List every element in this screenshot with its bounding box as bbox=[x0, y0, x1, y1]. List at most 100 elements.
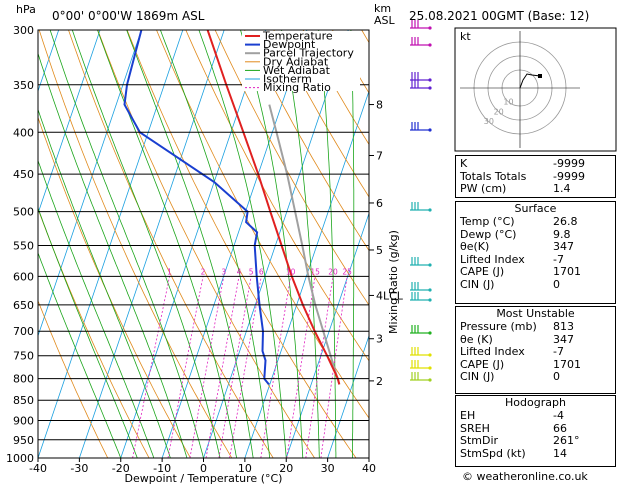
wet-adiabat-line bbox=[38, 52, 188, 458]
pressure-tick-label: 300 bbox=[13, 24, 34, 37]
x-tick-label: 20 bbox=[279, 462, 293, 475]
index-label: PW (cm) bbox=[460, 182, 507, 196]
mu-label: Pressure (mb) bbox=[460, 320, 537, 333]
km-tick-label: 8 bbox=[376, 99, 383, 112]
dry-adiabat-line bbox=[38, 30, 233, 458]
pressure-tick-label: 600 bbox=[13, 270, 34, 283]
surface-row: CAPE (J) 1701 bbox=[456, 266, 615, 279]
hodo-value: 261° bbox=[553, 434, 580, 448]
mixing-ratio-line bbox=[305, 276, 334, 458]
mu-label: Lifted Index bbox=[460, 345, 525, 359]
x-tick-label: 10 bbox=[238, 462, 252, 475]
hodograph-panel: Hodograph EH -4 SREH 66 StmDir 261° StmSpd (kt… bbox=[455, 395, 616, 467]
hodo-label: StmDir bbox=[460, 434, 499, 448]
isotherm-line bbox=[120, 30, 266, 458]
km-tick-label: 2 bbox=[376, 375, 383, 388]
x-tick-label: 40 bbox=[362, 462, 376, 475]
wind-barb-dot bbox=[428, 128, 432, 132]
mixing-ratio-label: 1 bbox=[167, 267, 172, 276]
isotherm-line bbox=[78, 30, 225, 458]
hodograph-trace bbox=[519, 73, 541, 89]
isotherm-line bbox=[203, 30, 349, 458]
mixing-ratio-label: 4 bbox=[237, 267, 242, 276]
km-tick-label: 7 bbox=[376, 149, 383, 162]
surface-label: Temp (°C) bbox=[460, 215, 515, 228]
surface-value: 1701 bbox=[553, 265, 581, 279]
wind-barb-dot bbox=[428, 331, 432, 335]
index-value: 1.4 bbox=[553, 182, 571, 196]
hodograph-table-title: Hodograph bbox=[505, 396, 566, 409]
surface-label: Lifted Index bbox=[460, 252, 525, 266]
surface-value: 9.8 bbox=[553, 227, 571, 241]
mixing-ratio-axis-label: Mixing Ratio (g/kg) bbox=[387, 230, 400, 334]
mixing-ratio-label: 25 bbox=[342, 267, 352, 276]
km-unit-label: ASL bbox=[374, 14, 396, 27]
parcel-trajectory-line bbox=[268, 104, 341, 385]
mu-label: CAPE (J) bbox=[460, 357, 505, 371]
mixing-ratio-label: 10 bbox=[286, 267, 296, 276]
surface-row: CIN (J) 0 bbox=[456, 277, 615, 292]
location-title: 0°00' 0°00'W 1869m ASL bbox=[52, 9, 205, 23]
wind-barb-dot bbox=[428, 378, 432, 382]
most-unstable-title: Most Unstable bbox=[496, 307, 575, 320]
x-tick-label: -10 bbox=[153, 462, 171, 475]
wet-adiabat-line bbox=[318, 30, 337, 458]
hodo-label: SREH bbox=[460, 421, 490, 435]
index-row: Totals Totals -9999 bbox=[456, 169, 615, 184]
pressure-tick-label: 800 bbox=[13, 373, 34, 386]
km-tick-label: 4LCL bbox=[376, 289, 404, 302]
mixing-ratio-label: 5 bbox=[249, 267, 254, 276]
hodograph-ring-label: 20 bbox=[494, 107, 504, 116]
isotherm-line bbox=[38, 30, 101, 215]
legend-entry: Isotherm bbox=[263, 73, 312, 86]
surface-label: CAPE (J) bbox=[460, 265, 505, 279]
dry-adiabat-line bbox=[244, 30, 369, 252]
wet-adiabat-line bbox=[281, 30, 320, 458]
wind-barb-dot bbox=[428, 263, 432, 267]
credit-text: © weatheronline.co.uk bbox=[462, 470, 588, 483]
surface-row: Lifted Index -7 bbox=[456, 252, 615, 267]
mu-value: 0 bbox=[553, 370, 560, 384]
pressure-tick-label: 350 bbox=[13, 79, 34, 92]
index-label: Totals Totals bbox=[460, 169, 527, 183]
x-tick-label: 0 bbox=[200, 462, 207, 475]
hodo-value: -4 bbox=[553, 409, 564, 422]
mixing-ratio-line bbox=[189, 276, 225, 458]
surface-label: Dewp (°C) bbox=[460, 227, 517, 241]
isotherm-line bbox=[244, 89, 369, 458]
x-tick-label: 30 bbox=[321, 462, 335, 475]
pressure-tick-label: 700 bbox=[13, 325, 34, 338]
mu-value: 813 bbox=[553, 320, 574, 333]
dry-adiabat-line bbox=[185, 30, 369, 362]
mu-row: Lifted Index -7 bbox=[456, 346, 615, 359]
hodo-row: StmSpd (kt) 14 bbox=[456, 446, 615, 461]
hodo-value: 14 bbox=[553, 446, 567, 460]
wind-barb-dot bbox=[428, 353, 432, 357]
isotherm-line bbox=[161, 30, 308, 458]
pressure-tick-label: 1000 bbox=[6, 452, 34, 465]
index-row: PW (cm) 1.4 bbox=[456, 183, 615, 196]
pressure-tick-label: 950 bbox=[13, 434, 34, 447]
mixing-ratio-label: 2 bbox=[201, 267, 206, 276]
km-tick-label: 5 bbox=[376, 244, 383, 257]
hodo-label: EH bbox=[460, 409, 476, 422]
pressure-tick-label: 550 bbox=[13, 239, 34, 252]
km-tick-label: 3 bbox=[376, 333, 383, 346]
hodo-value: 66 bbox=[553, 421, 567, 435]
wind-barb-dot bbox=[428, 208, 432, 212]
hodo-row: EH -4 bbox=[456, 409, 615, 423]
mixing-ratio-label: 3 bbox=[221, 267, 226, 276]
pressure-tick-label: 400 bbox=[13, 126, 34, 139]
surface-value: 0 bbox=[553, 277, 560, 291]
surface-label: θe(K) bbox=[460, 240, 490, 254]
wind-barb-dot bbox=[428, 86, 432, 90]
wind-barb-dot bbox=[428, 288, 432, 292]
mu-row: Pressure (mb) 813 bbox=[456, 320, 615, 334]
x-tick-label: -40 bbox=[29, 462, 47, 475]
index-value: -9999 bbox=[553, 169, 585, 183]
pressure-tick-label: 750 bbox=[13, 350, 34, 363]
pressure-tick-label: 650 bbox=[13, 299, 34, 312]
